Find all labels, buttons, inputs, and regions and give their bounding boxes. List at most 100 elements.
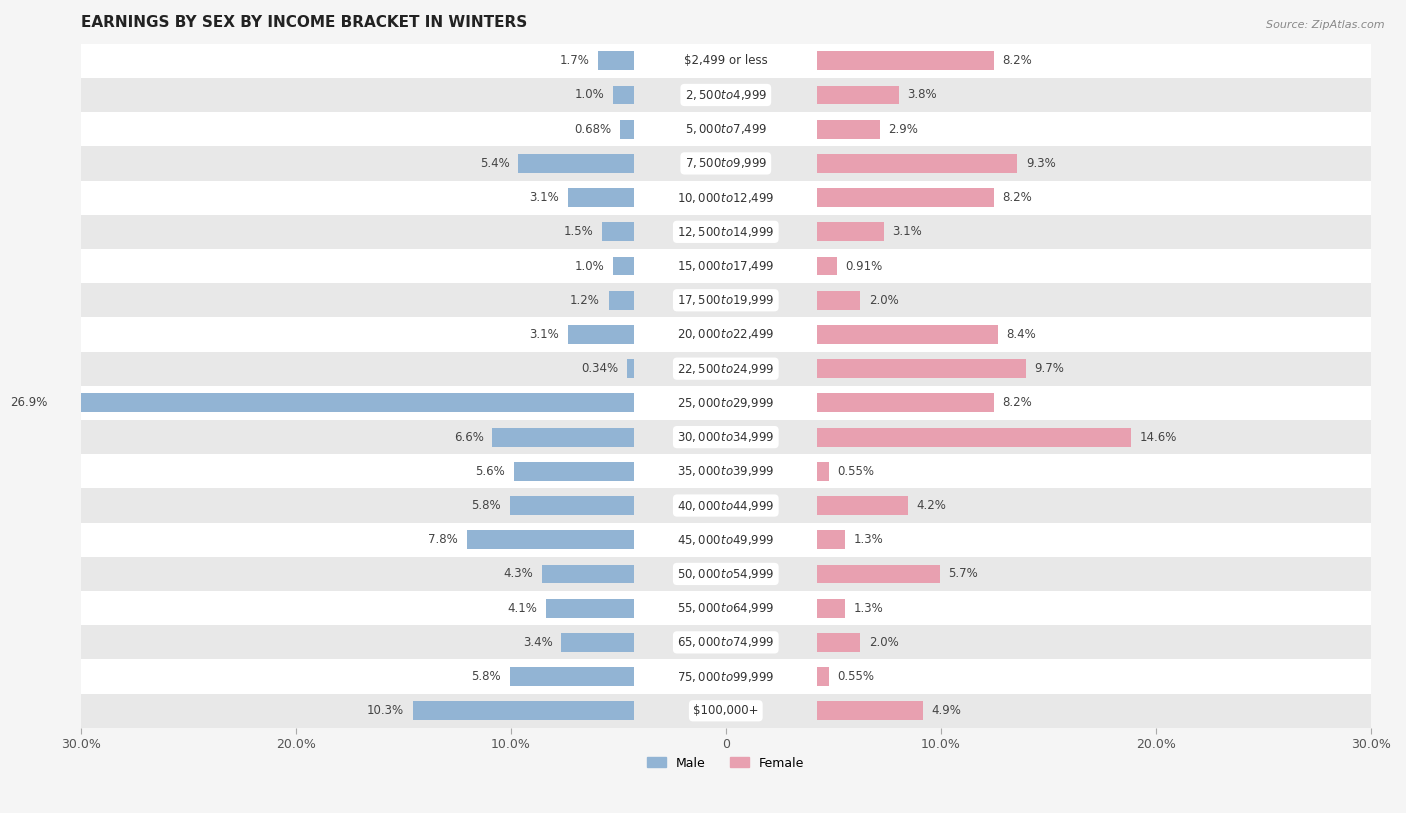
Text: 10.3%: 10.3% (367, 704, 405, 717)
Bar (509, 667, 634, 686)
Text: $30,000 to $34,999: $30,000 to $34,999 (678, 430, 775, 444)
Text: 0.55%: 0.55% (838, 670, 875, 683)
Bar (817, 667, 830, 686)
Bar (817, 462, 830, 480)
Text: 8.2%: 8.2% (1002, 191, 1032, 204)
Text: 5.6%: 5.6% (475, 465, 505, 478)
Bar (620, 120, 634, 138)
Bar (817, 633, 860, 652)
Bar (467, 530, 634, 549)
Bar (602, 223, 634, 241)
Text: EARNINGS BY SEX BY INCOME BRACKET IN WINTERS: EARNINGS BY SEX BY INCOME BRACKET IN WIN… (80, 15, 527, 30)
Text: 1.0%: 1.0% (575, 259, 605, 272)
FancyBboxPatch shape (80, 351, 1371, 386)
Text: $5,000 to $7,499: $5,000 to $7,499 (685, 122, 768, 137)
Text: 2.0%: 2.0% (869, 293, 898, 307)
Text: 3.1%: 3.1% (893, 225, 922, 238)
Text: $45,000 to $49,999: $45,000 to $49,999 (678, 533, 775, 547)
Text: 1.0%: 1.0% (575, 89, 605, 102)
Text: 3.1%: 3.1% (529, 191, 560, 204)
Bar (492, 428, 634, 446)
Text: 3.1%: 3.1% (529, 328, 560, 341)
Bar (817, 85, 898, 104)
Text: 5.8%: 5.8% (471, 670, 501, 683)
FancyBboxPatch shape (80, 317, 1371, 351)
Bar (817, 325, 998, 344)
FancyBboxPatch shape (80, 659, 1371, 693)
FancyBboxPatch shape (80, 146, 1371, 180)
Text: 4.2%: 4.2% (917, 499, 946, 512)
Bar (817, 496, 907, 515)
FancyBboxPatch shape (80, 625, 1371, 659)
Text: $12,500 to $14,999: $12,500 to $14,999 (678, 225, 775, 239)
Text: 7.8%: 7.8% (429, 533, 458, 546)
Bar (817, 428, 1132, 446)
Text: 5.4%: 5.4% (479, 157, 509, 170)
Bar (519, 154, 634, 173)
Text: $75,000 to $99,999: $75,000 to $99,999 (678, 670, 775, 684)
Text: $25,000 to $29,999: $25,000 to $29,999 (678, 396, 775, 410)
FancyBboxPatch shape (80, 693, 1371, 728)
Text: 5.7%: 5.7% (949, 567, 979, 580)
Bar (817, 51, 994, 70)
Text: $20,000 to $22,499: $20,000 to $22,499 (678, 328, 775, 341)
Text: 1.5%: 1.5% (564, 225, 593, 238)
Text: 4.9%: 4.9% (931, 704, 962, 717)
Bar (817, 154, 1017, 173)
FancyBboxPatch shape (80, 591, 1371, 625)
Bar (561, 633, 634, 652)
FancyBboxPatch shape (80, 454, 1371, 489)
Text: 4.1%: 4.1% (508, 602, 537, 615)
FancyBboxPatch shape (80, 215, 1371, 249)
Text: $2,500 to $4,999: $2,500 to $4,999 (685, 88, 768, 102)
Text: 8.2%: 8.2% (1002, 397, 1032, 410)
Text: 8.4%: 8.4% (1007, 328, 1036, 341)
Text: $15,000 to $17,499: $15,000 to $17,499 (678, 259, 775, 273)
Text: $2,499 or less: $2,499 or less (683, 54, 768, 67)
Bar (817, 223, 884, 241)
Bar (817, 530, 845, 549)
Text: 1.3%: 1.3% (853, 602, 883, 615)
Bar (613, 85, 634, 104)
Bar (627, 359, 634, 378)
Text: 3.4%: 3.4% (523, 636, 553, 649)
Bar (817, 291, 860, 310)
FancyBboxPatch shape (80, 557, 1371, 591)
Text: 0.91%: 0.91% (845, 259, 883, 272)
Text: 2.0%: 2.0% (869, 636, 898, 649)
Text: 2.9%: 2.9% (889, 123, 918, 136)
Bar (413, 702, 634, 720)
FancyBboxPatch shape (80, 386, 1371, 420)
Text: $100,000+: $100,000+ (693, 704, 759, 717)
Bar (817, 257, 837, 276)
FancyBboxPatch shape (80, 420, 1371, 454)
FancyBboxPatch shape (80, 78, 1371, 112)
FancyBboxPatch shape (80, 112, 1371, 146)
Bar (56, 393, 634, 412)
Text: 9.3%: 9.3% (1026, 157, 1056, 170)
Bar (546, 598, 634, 618)
FancyBboxPatch shape (80, 523, 1371, 557)
Text: $40,000 to $44,999: $40,000 to $44,999 (678, 498, 775, 512)
Bar (613, 257, 634, 276)
FancyBboxPatch shape (80, 283, 1371, 317)
Bar (817, 189, 994, 207)
Bar (515, 462, 634, 480)
Text: 0.68%: 0.68% (574, 123, 612, 136)
Text: 14.6%: 14.6% (1140, 431, 1177, 444)
Text: 8.2%: 8.2% (1002, 54, 1032, 67)
Text: $22,500 to $24,999: $22,500 to $24,999 (678, 362, 775, 376)
Text: $35,000 to $39,999: $35,000 to $39,999 (678, 464, 775, 478)
Text: $55,000 to $64,999: $55,000 to $64,999 (678, 601, 775, 615)
Text: 1.2%: 1.2% (569, 293, 600, 307)
Text: $17,500 to $19,999: $17,500 to $19,999 (678, 293, 775, 307)
Bar (817, 359, 1026, 378)
Text: $50,000 to $54,999: $50,000 to $54,999 (678, 567, 775, 581)
Text: 0.55%: 0.55% (838, 465, 875, 478)
Bar (817, 564, 939, 584)
Text: $65,000 to $74,999: $65,000 to $74,999 (678, 636, 775, 650)
Bar (609, 291, 634, 310)
Text: 4.3%: 4.3% (503, 567, 533, 580)
Bar (509, 496, 634, 515)
Text: 6.6%: 6.6% (454, 431, 484, 444)
